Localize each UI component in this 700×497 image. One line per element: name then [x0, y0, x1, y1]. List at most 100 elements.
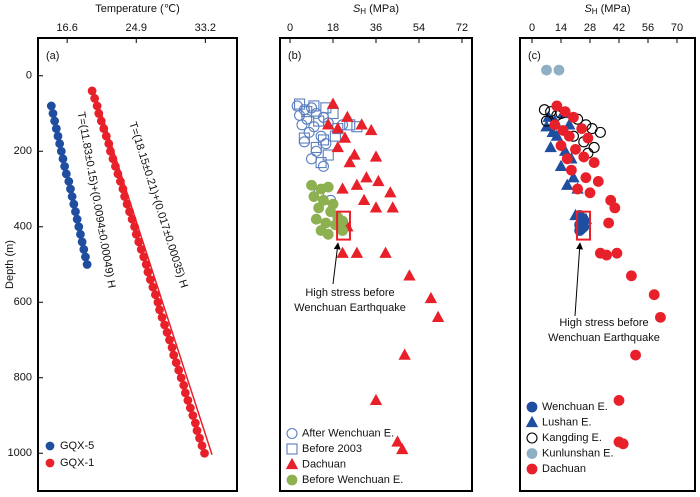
point [60, 161, 70, 171]
point [79, 244, 89, 254]
point [306, 179, 317, 191]
point [613, 394, 625, 406]
annotation-text: High stress before [305, 287, 394, 299]
point [111, 161, 120, 171]
point [56, 146, 66, 156]
annotation-arrow [332, 242, 341, 285]
point [603, 217, 615, 229]
point [357, 193, 371, 205]
point [82, 260, 92, 269]
point [66, 184, 75, 194]
point [46, 101, 56, 111]
point [153, 297, 163, 307]
point [630, 349, 641, 361]
point [538, 104, 550, 116]
legend-marker [526, 463, 538, 475]
point [582, 132, 594, 144]
point [372, 174, 385, 187]
panel-label: (c) [528, 50, 541, 62]
panel-label: (a) [46, 50, 59, 62]
point [298, 136, 310, 148]
x-axis-subscript: H [360, 7, 366, 16]
point [81, 252, 90, 262]
point [325, 206, 337, 218]
legend-marker [525, 415, 539, 428]
point [617, 438, 629, 450]
legend-marker [526, 432, 538, 444]
point [74, 222, 84, 232]
y-axis-label: Depth (m) [4, 240, 16, 289]
point [626, 270, 637, 282]
point [350, 246, 364, 258]
point [369, 201, 383, 213]
point [308, 191, 320, 202]
point [67, 192, 77, 201]
x-tick-label: 28 [584, 22, 596, 34]
point [338, 131, 352, 143]
point [579, 212, 593, 224]
point [569, 208, 582, 221]
point [322, 149, 334, 161]
point [350, 178, 364, 190]
legend-label: GQX-1 [60, 457, 94, 469]
point [200, 448, 209, 458]
point [391, 435, 404, 447]
legend-label: Kunlunshan E. [542, 447, 614, 459]
legend-label: Dachuan [302, 458, 346, 470]
point [576, 123, 588, 135]
y-tick-label: 400 [14, 221, 32, 233]
legend-label: Before Wenchuan E. [302, 474, 403, 486]
point [588, 141, 600, 154]
fit-label: T=(18.15±0.21)+(0.017±0.00035) H [126, 120, 190, 289]
x-tick-label: 18 [327, 22, 339, 34]
point [310, 141, 322, 154]
point [76, 229, 85, 239]
point [331, 140, 344, 153]
point [360, 171, 373, 183]
point [567, 171, 580, 183]
annotation-text: Wenchuan Earthquake [294, 302, 406, 314]
x-tick-label: 56 [642, 22, 654, 34]
point [104, 139, 114, 149]
point [322, 228, 334, 240]
legend-marker [286, 443, 298, 455]
point [197, 441, 207, 451]
legend-marker [526, 448, 538, 459]
x-tick-label: 0 [529, 22, 535, 34]
point [116, 177, 125, 186]
plot-frame [37, 37, 238, 492]
point [180, 388, 190, 398]
x-tick-label: 70 [671, 22, 683, 34]
highlight-box [336, 210, 351, 241]
legend-marker [286, 474, 298, 486]
point [555, 140, 567, 151]
point [317, 160, 330, 172]
x-tick-label: 33.2 [195, 22, 216, 34]
panel-label: (b) [288, 50, 301, 62]
point [190, 418, 200, 428]
x-axis-subscript: H [592, 7, 598, 16]
point [155, 305, 164, 315]
y-tick-label: 600 [14, 296, 32, 308]
x-axis-symbol: S [584, 3, 592, 15]
point [578, 151, 590, 163]
point [348, 148, 361, 160]
point [48, 109, 58, 118]
point [308, 100, 320, 112]
legend-marker [45, 458, 55, 468]
point [134, 237, 144, 247]
point [318, 194, 329, 206]
legend-label: Wenchuan E. [542, 401, 608, 413]
point [561, 178, 574, 190]
x-axis-label: Temperature (℃) [95, 3, 180, 15]
point [322, 181, 334, 193]
point [317, 134, 330, 146]
annotation-text: High stress before [559, 317, 648, 329]
point [313, 202, 325, 214]
point [572, 183, 583, 195]
point [61, 169, 71, 179]
point [554, 159, 568, 171]
point [594, 126, 606, 138]
point [195, 433, 204, 443]
